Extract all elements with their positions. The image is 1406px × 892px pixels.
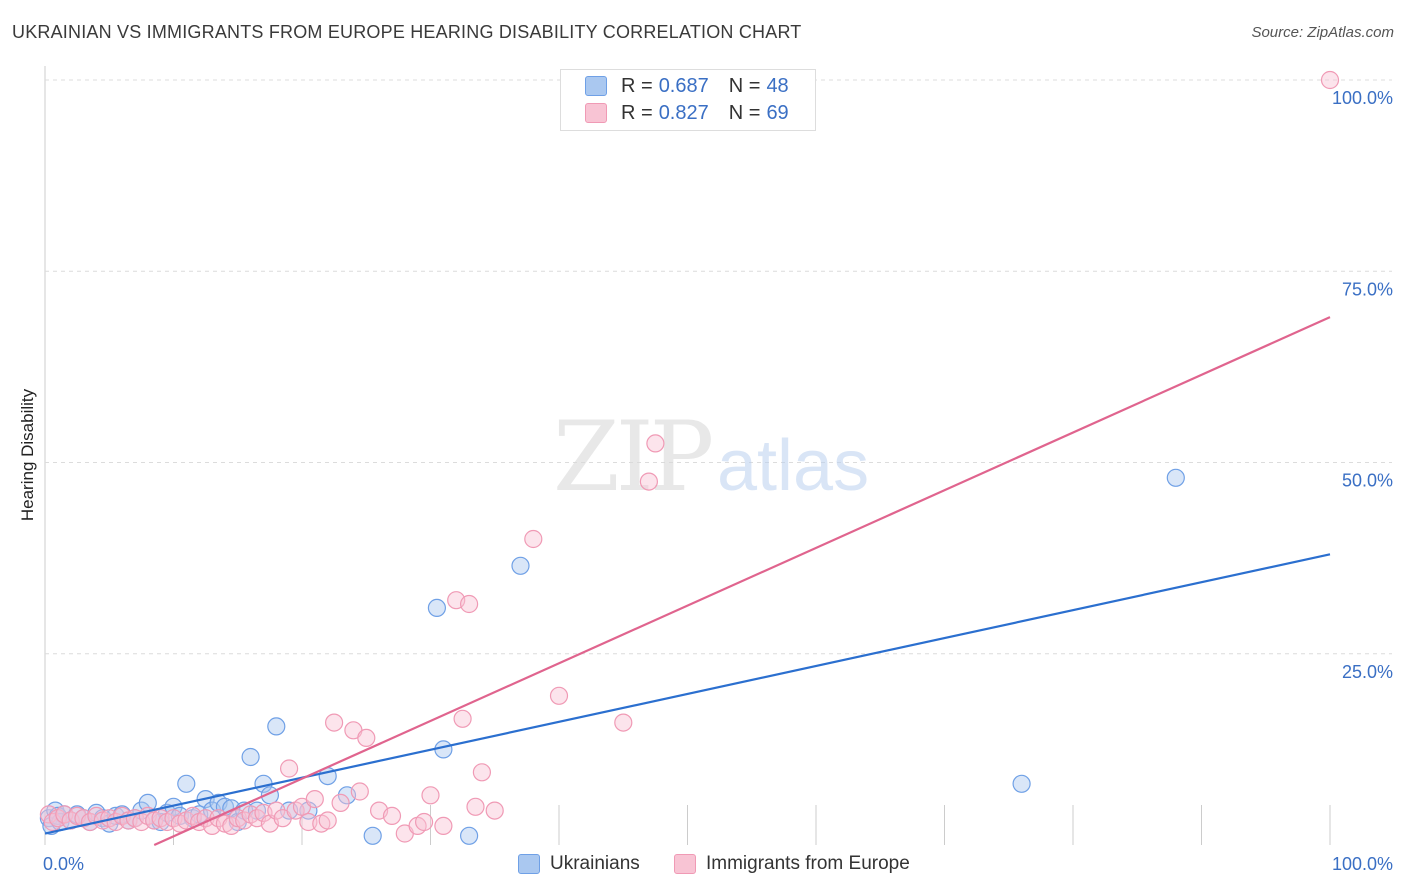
point-ukrainians [460,826,479,845]
legend-row-immigrants: R = 0.827 N = 69 [585,101,789,125]
point-immigrants [639,472,659,491]
trendline-immigrants [153,316,1331,847]
legend-r-label: R = [621,101,653,124]
legend-n-label: N = [728,74,761,97]
chart-source: Source: ZipAtlas.com [1251,24,1394,41]
point-immigrants [460,594,479,614]
trendline-ukrainians [44,553,1331,835]
legend-n-value: 69 [766,101,789,124]
watermark-zip: ZIP [553,401,712,513]
point-ukrainians [434,740,453,759]
point-immigrants [318,811,337,830]
correlation-legend: R = 0.687 N = 48 R = 0.827 N = 69 [560,69,816,131]
point-immigrants [280,759,299,778]
point-immigrants [614,713,633,732]
bottom-legend-immigrants: Immigrants from Europe [674,852,910,876]
legend-n-label: N = [728,101,761,124]
point-immigrants [382,806,402,826]
point-ukrainians [267,717,286,736]
point-immigrants [485,801,504,820]
point-immigrants [357,728,376,748]
y-tick-label: 50.0% [1342,471,1393,491]
bottom-legend-swatch-ukrainians [518,854,540,874]
point-immigrants [549,686,569,705]
point-immigrants [453,709,472,728]
bottom-legend-label-immigrants: Immigrants from Europe [706,853,910,874]
x-tick-label: 100.0% [1332,854,1393,874]
point-immigrants [524,529,543,549]
point-immigrants [350,782,369,801]
legend-n-value: 48 [766,74,789,97]
point-immigrants [415,812,434,832]
point-immigrants [421,786,440,805]
legend-r-value: 0.687 [658,74,709,97]
point-immigrants [325,713,344,732]
watermark-atlas: atlas [717,426,869,506]
point-ukrainians [427,598,446,618]
point-ukrainians [241,747,260,767]
legend-swatch-immigrants [585,103,607,123]
legend-swatch-ukrainians [585,76,607,96]
chart-title: UKRAINIAN VS IMMIGRANTS FROM EUROPE HEAR… [12,22,802,42]
y-tick-label: 25.0% [1342,662,1393,682]
point-ukrainians [363,826,382,845]
point-ukrainians [1166,468,1185,487]
point-ukrainians [177,774,196,793]
bottom-legend-ukrainians: Ukrainians [518,852,640,876]
point-ukrainians [511,556,530,575]
point-immigrants [1320,70,1340,90]
point-immigrants [331,793,350,813]
y-tick-label: 100.0% [1332,88,1393,108]
y-tick-label: 75.0% [1342,279,1393,299]
legend-r-label: R = [621,74,653,97]
legend-r-value: 0.827 [658,101,709,124]
point-immigrants [434,816,453,836]
point-immigrants [646,434,665,453]
point-immigrants [267,801,286,820]
x-tick-label: 0.0% [43,854,84,874]
point-ukrainians [1012,774,1031,793]
bottom-legend-label-ukrainians: Ukrainians [550,853,640,874]
point-immigrants [472,763,491,782]
legend-row-ukrainians: R = 0.687 N = 48 [585,74,789,98]
bottom-legend-swatch-immigrants [674,854,696,874]
point-immigrants [305,789,324,809]
point-immigrants [466,797,485,816]
